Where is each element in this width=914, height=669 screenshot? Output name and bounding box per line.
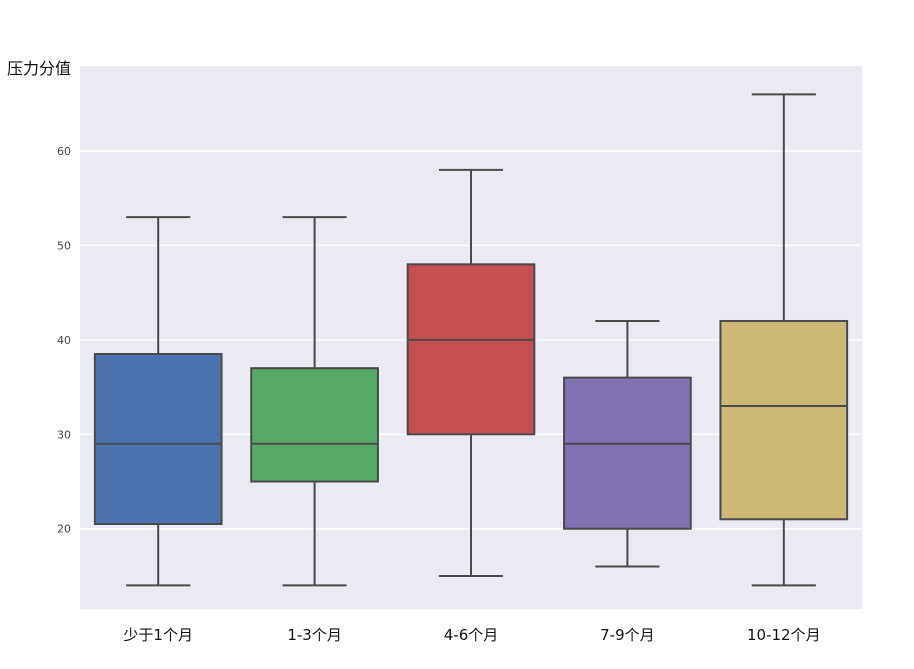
y-tick-label-50: 50 bbox=[57, 239, 71, 252]
box-group-2 bbox=[250, 216, 379, 587]
y-axis-ticks: 20 30 40 50 60 bbox=[57, 145, 71, 536]
y-axis-label: 压力分值 bbox=[7, 59, 71, 78]
box-group-3 bbox=[406, 168, 536, 577]
x-tick-label-4: 7-9个月 bbox=[600, 626, 655, 644]
x-tick-label-2: 1-3个月 bbox=[287, 626, 342, 644]
y-tick-label-60: 60 bbox=[57, 145, 71, 158]
box-group-1 bbox=[93, 216, 223, 587]
box-group-4 bbox=[563, 319, 692, 568]
x-axis-ticks: 少于1个月 1-3个月 4-6个月 7-9个月 10-12个月 bbox=[123, 626, 820, 644]
x-tick-label-3: 4-6个月 bbox=[444, 626, 499, 644]
iqr-box bbox=[250, 367, 379, 483]
iqr-box bbox=[719, 319, 849, 521]
iqr-box bbox=[406, 263, 536, 436]
x-tick-label-1: 少于1个月 bbox=[123, 626, 193, 644]
box-group-5 bbox=[719, 93, 849, 587]
x-tick-label-5: 10-12个月 bbox=[747, 626, 821, 644]
y-tick-label-20: 20 bbox=[57, 523, 71, 536]
y-tick-label-40: 40 bbox=[57, 334, 71, 347]
boxes bbox=[93, 93, 849, 587]
iqr-box bbox=[563, 376, 692, 530]
iqr-box bbox=[93, 353, 223, 526]
y-tick-label-30: 30 bbox=[57, 428, 71, 441]
